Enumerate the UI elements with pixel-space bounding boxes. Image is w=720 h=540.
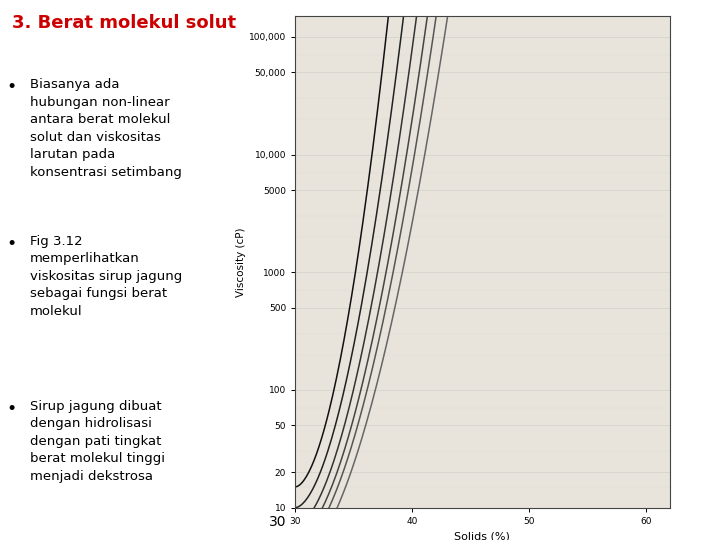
Text: Sirup jagung dibuat
dengan hidrolisasi
dengan pati tingkat
berat molekul tinggi
: Sirup jagung dibuat dengan hidrolisasi d… [30,400,165,483]
Text: •: • [6,78,16,96]
Text: •: • [6,400,16,417]
X-axis label: Solids (%): Solids (%) [454,531,510,540]
Text: 30: 30 [269,515,287,529]
Y-axis label: Viscosity (cP): Viscosity (cP) [236,227,246,296]
Text: •: • [6,235,16,253]
Text: Fig 3.12
memperlihatkan
viskositas sirup jagung
sebagai fungsi berat
molekul: Fig 3.12 memperlihatkan viskositas sirup… [30,235,181,318]
Text: 3. Berat molekul solut: 3. Berat molekul solut [12,14,236,31]
Text: Biasanya ada
hubungan non-linear
antara berat molekul
solut dan viskositas
larut: Biasanya ada hubungan non-linear antara … [30,78,181,179]
